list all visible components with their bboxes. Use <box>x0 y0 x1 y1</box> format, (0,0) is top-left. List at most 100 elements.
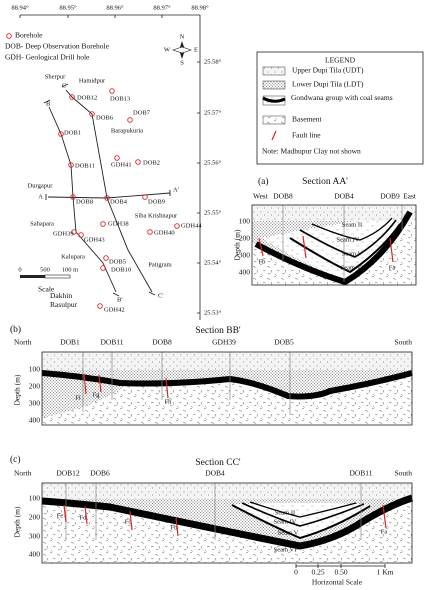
section-end-label: A' <box>173 186 179 193</box>
borehole-label: DOB7 <box>133 109 151 116</box>
seam-label: Seam IV <box>274 518 297 525</box>
section-borehole: DOB8 <box>152 338 172 347</box>
borehole-label: DOB9 <box>148 198 165 205</box>
borehole <box>89 111 95 117</box>
seam-label: Seam VI <box>274 546 297 553</box>
section-end-label: B' <box>117 296 123 303</box>
map-legend-text: DOB- Deep Observation Borehole <box>5 42 110 51</box>
borehole <box>68 162 74 168</box>
section-end-label: C <box>62 82 66 89</box>
scale-tick-label: 0 <box>294 568 298 577</box>
fault-label: Fe <box>57 512 64 519</box>
fault-label: Fa <box>381 528 388 535</box>
depth-tick-label: 100 <box>29 494 41 503</box>
map-frame <box>20 14 201 320</box>
borehole-label: DOB11 <box>75 162 95 169</box>
borehole <box>71 229 77 235</box>
section-title: Section BB' <box>195 326 241 336</box>
section-borehole: DOB12 <box>56 469 80 478</box>
borehole-label: GDH38 <box>108 220 129 227</box>
legend-title: LEGEND <box>325 56 356 65</box>
borehole-label: DOB13 <box>110 95 130 102</box>
legend-item: Fault line <box>292 131 321 140</box>
section-borehole: GDH39 <box>212 338 236 347</box>
depth-tick-label: 300 <box>29 532 41 541</box>
section-end-label: C' <box>158 292 164 299</box>
borehole-label: DOB8 <box>76 198 93 205</box>
seam-label: Seam VI <box>341 264 364 271</box>
seam-label: Seam V <box>278 529 299 536</box>
section-cc <box>41 482 414 564</box>
section-title: Section CC' <box>195 458 241 468</box>
section-end-ticks <box>43 83 171 297</box>
north-label: S <box>180 59 184 66</box>
depth-tick-label: 300 <box>239 251 251 260</box>
place-label: Kalupara <box>61 253 85 260</box>
latitude-label: 25.54° <box>204 259 222 266</box>
borehole-label: GDH42 <box>104 306 125 313</box>
fault-label: Fh <box>165 398 173 405</box>
depth-axis-label: Depth (m) <box>13 374 22 406</box>
section-tag: (c) <box>10 454 21 465</box>
horizontal-scale-bar <box>295 564 386 568</box>
map-legend-text: Borehole <box>15 31 43 40</box>
north-arrow <box>172 41 192 59</box>
fault-label: Fb <box>259 258 266 265</box>
section-bb <box>41 351 413 426</box>
seam-label: Seam V <box>342 250 363 257</box>
north-label: E <box>194 46 198 53</box>
borehole-label: GDH41 <box>111 161 132 168</box>
borehole <box>100 221 106 227</box>
section-borehole: DOB4 <box>334 192 354 201</box>
map-ticks <box>19 15 200 314</box>
legend-item: Gondwana group with coal seams <box>291 93 393 102</box>
borehole <box>135 159 141 165</box>
fault-label: Fg <box>93 391 101 398</box>
borehole-label: DOB5 <box>109 258 126 265</box>
scale-title: Scale <box>38 285 55 294</box>
section-end-label: A <box>38 193 43 200</box>
borehole <box>127 117 133 123</box>
depth-tick-label: 300 <box>29 399 41 408</box>
depth-tick-label: 400 <box>29 416 41 425</box>
legend-note: Note: Madhupur Clay not shown <box>262 147 361 156</box>
place-label: Durgapur <box>28 182 54 189</box>
borehole <box>70 194 76 200</box>
section-borehole: DOB9 <box>380 192 400 201</box>
section-borehole: DOB11 <box>100 338 123 347</box>
borehole <box>174 223 180 229</box>
legend-swatch <box>262 80 286 90</box>
longitude-label: 88.94° <box>11 4 29 11</box>
section-end: South <box>394 338 412 347</box>
section-tag: (a) <box>258 176 269 187</box>
borehole <box>114 155 120 161</box>
depth-tick-label: 400 <box>239 268 251 277</box>
fault-label: Fc <box>125 518 132 525</box>
section-tag: (b) <box>10 324 21 335</box>
section-end-label: B <box>46 100 51 107</box>
latitude-label: 25.55° <box>204 209 222 216</box>
north-label: W <box>164 46 171 53</box>
legend-frame <box>256 51 424 165</box>
legend-swatch <box>262 66 286 76</box>
place-label: Patigram <box>148 261 171 268</box>
section-borehole: DOB4 <box>205 469 225 478</box>
section-end: North <box>14 338 32 347</box>
depth-tick-label: 100 <box>239 217 251 226</box>
section-borehole: DOB11 <box>349 469 372 478</box>
borehole-label: DOB12 <box>77 94 97 101</box>
borehole <box>69 94 75 100</box>
scale-title: Horizontal Scale <box>312 578 363 587</box>
borehole-label: GDH43 <box>84 236 105 243</box>
borehole-symbol <box>6 33 12 39</box>
legend-item: Lower Dupi Tila (LDT) <box>292 80 364 89</box>
borehole-label: DOB4 <box>110 198 128 205</box>
latitude-label: 25.57° <box>204 109 222 116</box>
seam-label: Seam II <box>342 221 362 228</box>
borehole <box>58 131 64 137</box>
north-label: N <box>180 33 185 40</box>
map-legend-text: GDH- Geological Drill hole <box>5 53 90 62</box>
section-end: North <box>14 469 32 478</box>
borehole <box>147 229 153 235</box>
